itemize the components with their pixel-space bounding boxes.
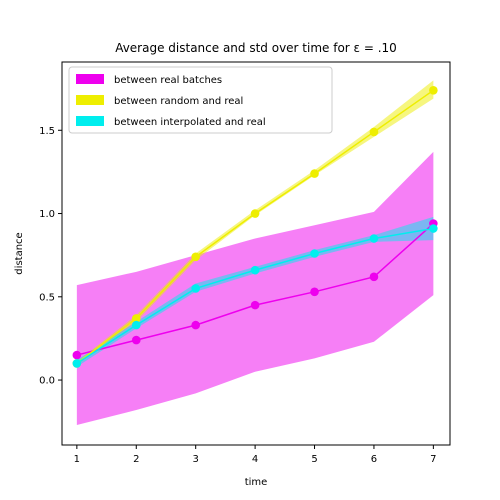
x-axis-ticks: 1 2 3 4 5 6 7 [74,445,437,465]
data-point [429,86,438,95]
x-tick-label: 2 [133,454,139,465]
y-axis-ticks: 0.0 0.5 1.0 1.5 [39,126,62,387]
data-point [369,127,379,137]
plot-frame [61,61,451,446]
x-tick-label: 5 [311,454,317,465]
chart-title: Average distance and std over time for ε… [115,41,397,55]
y-tick-label: 1.5 [39,126,55,137]
x-tick-label: 7 [430,454,436,465]
data-point [250,300,260,310]
y-tick-label: 0.0 [39,376,55,387]
x-axis-label: time [245,477,268,488]
series-points [72,86,438,368]
data-point [131,335,141,345]
std-bands [76,80,434,426]
x-tick-label: 3 [193,454,199,465]
data-point [191,252,200,262]
data-point [369,272,379,282]
x-tick-label: 6 [371,454,377,465]
data-point [310,249,319,258]
legend-entry-label: between real batches [114,75,222,86]
data-point [72,350,82,360]
legend-swatch [76,74,104,84]
legend: between real batches between random and r… [68,66,333,134]
data-point [72,359,82,368]
data-point [250,265,260,275]
data-point [131,320,141,330]
x-tick-label: 1 [74,454,80,465]
y-tick-label: 1.0 [39,209,55,220]
legend-box [68,66,333,134]
data-point [131,314,141,323]
y-tick-label: 0.5 [39,292,55,303]
data-point [191,284,200,293]
std-band-series-2 [76,216,434,367]
data-point [369,234,379,243]
legend-entry-label: between random and real [114,96,243,107]
legend-swatch [76,95,104,105]
y-axis-label: distance [14,232,25,274]
data-point [310,169,319,178]
x-tick-label: 4 [252,454,258,465]
data-point [250,209,260,218]
data-point [310,287,319,297]
std-band-series-1 [76,80,434,366]
data-point [429,224,438,233]
legend-entry-label: between interpolated and real [114,117,266,128]
std-band-series-0 [76,151,434,426]
legend-swatch [76,116,104,126]
data-point [191,320,200,330]
